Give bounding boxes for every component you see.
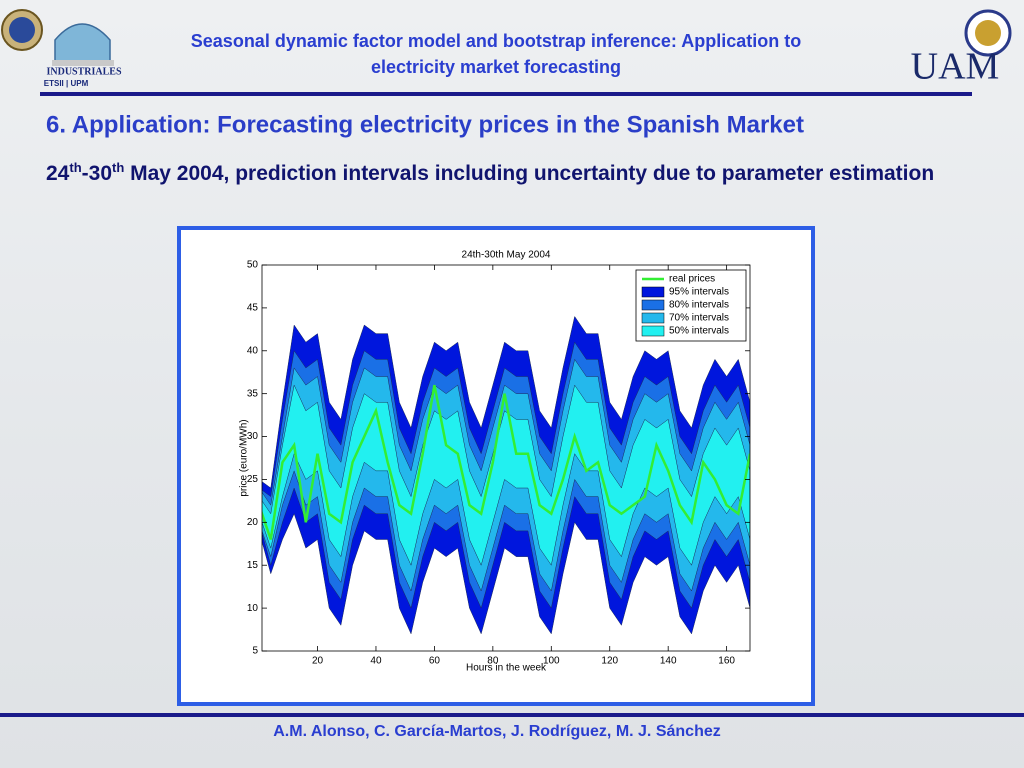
x-tick-label: 20: [312, 656, 324, 667]
y-tick-label: 25: [247, 474, 259, 485]
legend-swatch: [641, 299, 665, 311]
subheading-sup: th: [112, 160, 125, 175]
plot-border: [261, 264, 751, 652]
heading: 6. Application: Forecasting electricity …: [46, 111, 804, 138]
slide-title: electricity market forecasting: [371, 57, 621, 77]
logo-left-text: INDUSTRIALES: [46, 66, 121, 77]
subheading: 24th-30th May 2004, prediction intervals…: [46, 158, 994, 189]
slide-title: Seasonal dynamic factor model and bootst…: [191, 31, 801, 51]
y-tick-label: 15: [247, 560, 259, 571]
subheading-sup: th: [69, 160, 82, 175]
y-tick-label: 10: [247, 603, 259, 614]
y-tick-label: 30: [247, 431, 259, 442]
price-line: [262, 384, 750, 540]
logo-right-text: UAM: [911, 46, 1000, 88]
y-tick-label: 50: [247, 260, 259, 271]
chart-title: 24th-30th May 2004: [462, 250, 551, 261]
legend-label: 50% intervals: [669, 326, 729, 337]
legend-swatch: [641, 286, 665, 298]
subheading-part: 24: [46, 162, 70, 185]
footer-rule: [0, 713, 1024, 717]
y-tick-label: 45: [247, 303, 259, 314]
legend-label: 80% intervals: [669, 300, 729, 311]
x-tick-label: 60: [429, 656, 441, 667]
header-rule: [40, 92, 972, 96]
y-tick-label: 40: [247, 345, 259, 356]
logo-left: INDUSTRIALES ETSII | UPM: [1, 9, 122, 88]
y-tick-label: 35: [247, 388, 259, 399]
legend-label: 95% intervals: [669, 287, 729, 298]
legend-label: real prices: [669, 274, 715, 285]
logo-left-subtext: ETSII | UPM: [44, 79, 89, 88]
x-axis-label: Hours in the week: [466, 663, 547, 674]
x-tick-label: 140: [660, 656, 677, 667]
y-tick-label: 20: [247, 517, 259, 528]
legend-swatch: [641, 312, 665, 324]
subheading-text: May 2004, prediction intervals including…: [124, 162, 935, 185]
x-tick-label: 120: [601, 656, 618, 667]
x-tick-label: 40: [370, 656, 382, 667]
legend-swatch: [641, 325, 665, 337]
x-tick-label: 160: [718, 656, 735, 667]
subheading-part: -30: [81, 162, 112, 185]
y-axis-label: price (euro/MWh): [239, 419, 250, 496]
x-tick-label: 100: [543, 656, 560, 667]
y-tick-label: 5: [252, 646, 258, 657]
x-tick-label: 80: [487, 656, 499, 667]
chart: 5 10 15 20 25 30 35 40 45 50 20 40 60 80 100 120 140 160 2…: [239, 250, 751, 674]
footer: A.M. Alonso, C. García-Martos, J. Rodríg…: [273, 723, 720, 740]
plot-area: [262, 315, 750, 635]
logo-right: UAM: [911, 9, 1012, 88]
legend-label: 70% intervals: [669, 313, 729, 324]
